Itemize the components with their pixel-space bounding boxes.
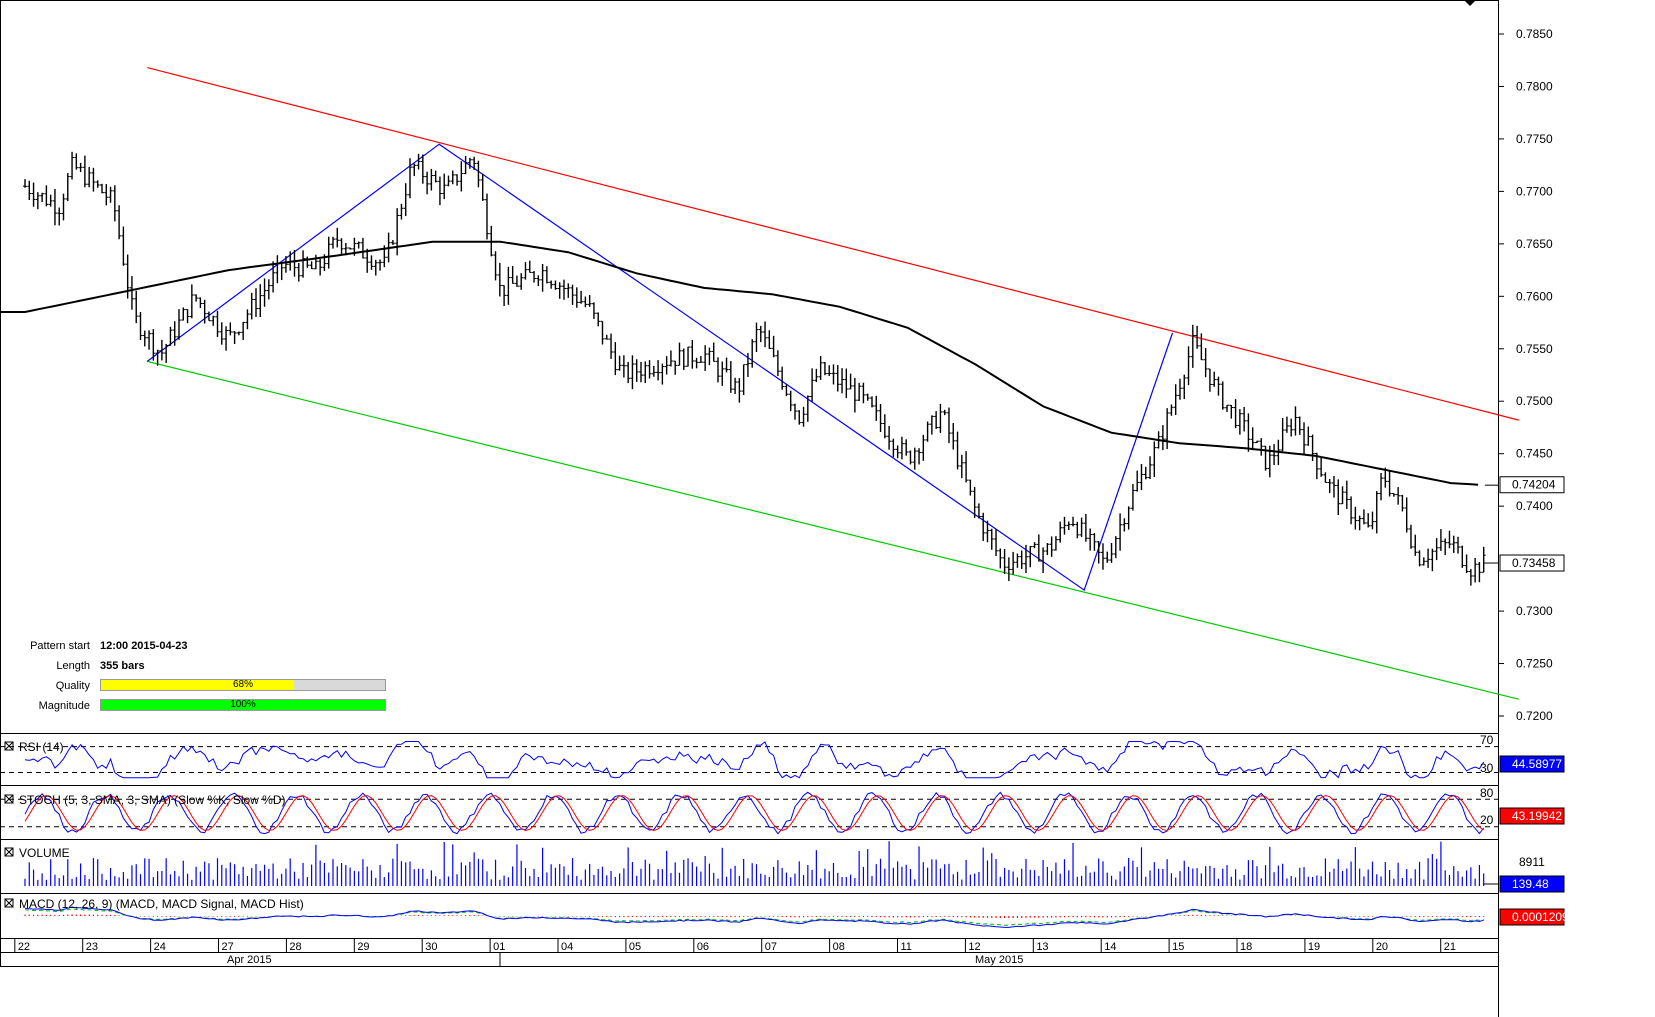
stoch-title: STOCH (5, 3, SMA, 3, SMA) (Slow %K, Slow… bbox=[19, 793, 286, 807]
price-tick-label-3: 0.7700 bbox=[1516, 184, 1553, 198]
magnitude-bar: 100% bbox=[100, 699, 386, 711]
rsi-level-30: 30 bbox=[1480, 761, 1494, 775]
macd-line bbox=[24, 906, 1484, 928]
stoch-panel bbox=[0, 791, 1498, 835]
main-panel-frame bbox=[0, 0, 1499, 734]
length-label: Length bbox=[56, 660, 90, 672]
date-label-3: 24 bbox=[154, 941, 166, 953]
macd-panel bbox=[24, 906, 1485, 928]
date-label-17: 14 bbox=[1104, 941, 1116, 953]
corner-arrow-icon[interactable] bbox=[1464, 0, 1476, 6]
price-axis: 0.7850 0.7800 0.7750 0.7700 0.7650 0.7600 0.75… bbox=[1498, 27, 1553, 723]
date-label-19: 18 bbox=[1240, 941, 1252, 953]
quality-bar-fill bbox=[101, 680, 295, 690]
pattern-info: Pattern start 12:00 2015-04-23 Length 35… bbox=[0, 640, 400, 720]
date-label-13: 08 bbox=[833, 941, 845, 953]
price-tick-label-6: 0.7550 bbox=[1516, 342, 1553, 356]
magnitude-bar-fill bbox=[101, 700, 385, 710]
quality-bar: 68% bbox=[100, 679, 386, 691]
date-label-22: 21 bbox=[1444, 941, 1456, 953]
date-label-5: 28 bbox=[289, 941, 301, 953]
stoch-level-80: 80 bbox=[1480, 786, 1494, 800]
price-tick-label-0: 0.7850 bbox=[1516, 27, 1553, 41]
date-label-2: 23 bbox=[86, 941, 98, 953]
magnitude-label: Magnitude bbox=[38, 700, 90, 712]
price-tick-label-7: 0.7500 bbox=[1516, 394, 1553, 408]
date-label-7: 30 bbox=[425, 941, 437, 953]
date-label-8: 01 bbox=[493, 941, 505, 953]
date-label-9: 04 bbox=[561, 941, 573, 953]
pattern-start-label: Pattern start bbox=[30, 640, 90, 652]
moving-average bbox=[0, 240, 1498, 486]
date-label-15: 12 bbox=[968, 941, 980, 953]
price-value-label-box bbox=[1499, 554, 1565, 572]
rsi-line bbox=[24, 740, 1485, 779]
date-label-14: 11 bbox=[901, 941, 912, 953]
price-tick-label-12: 0.7200 bbox=[1516, 709, 1553, 723]
macd-value-label: 0.0001209 bbox=[1512, 910, 1569, 924]
volume-title: VOLUME bbox=[19, 846, 70, 860]
stoch-k-line bbox=[24, 791, 1485, 835]
price-tick-label-8: 0.7450 bbox=[1516, 447, 1553, 461]
length-value: 355 bars bbox=[100, 660, 145, 672]
stoch-value-label-box bbox=[1499, 807, 1565, 825]
price-tick-label-11: 0.7250 bbox=[1516, 657, 1553, 671]
price-value-label: 0.73458 bbox=[1512, 556, 1556, 570]
rsi-title: RSI (14) bbox=[19, 740, 64, 754]
macd-value-label-box bbox=[1499, 908, 1565, 926]
stoch-level-20: 20 bbox=[1480, 813, 1494, 827]
right-value-labels: 0.74204 0.73458 44.58977 43.19942 139.48 0.00… bbox=[1499, 476, 1569, 926]
date-label-12: 07 bbox=[765, 941, 777, 953]
rsi-value-label: 44.58977 bbox=[1512, 757, 1562, 771]
trend-lines bbox=[146, 66, 1519, 700]
rsi-level-70: 70 bbox=[1480, 733, 1494, 747]
month-label-apr: Apr 2015 bbox=[227, 954, 272, 966]
panel-titles: RSI (14) STOCH (5, 3, SMA, 3, SMA) (Slow… bbox=[4, 740, 304, 911]
moving-average-line bbox=[0, 240, 1479, 486]
date-label-16: 13 bbox=[1036, 941, 1048, 953]
date-label-11: 06 bbox=[697, 941, 709, 953]
date-axis: 21 22 23 24 27 28 29 30 01 04 05 06 07 08 11 12 13 14 15 18… bbox=[0, 939, 1498, 967]
ohlc-bars bbox=[23, 151, 1486, 586]
rsi-panel bbox=[0, 740, 1498, 779]
price-tick-label-9: 0.7400 bbox=[1516, 499, 1553, 513]
date-label-4: 27 bbox=[222, 941, 234, 953]
price-tick-label-2: 0.7750 bbox=[1516, 132, 1553, 146]
date-label-20: 19 bbox=[1308, 941, 1320, 953]
volume-value-label: 139.48 bbox=[1512, 877, 1549, 891]
volume-scale-label: 8911 bbox=[1519, 855, 1545, 869]
stoch-d-line bbox=[24, 794, 1484, 832]
volume-panel bbox=[24, 841, 1498, 886]
price-tick-label-10: 0.7300 bbox=[1516, 604, 1553, 618]
zigzag-line bbox=[146, 143, 1174, 592]
resistance-line bbox=[147, 66, 1519, 421]
date-label-10: 05 bbox=[629, 941, 641, 953]
date-label-1: 22 bbox=[18, 941, 30, 953]
ma-value-label-box bbox=[1499, 476, 1565, 494]
rsi-panel-frame bbox=[0, 733, 1499, 786]
volume-value-label-box bbox=[1499, 875, 1565, 893]
price-tick-label-1: 0.7800 bbox=[1516, 79, 1553, 93]
support-line bbox=[147, 360, 1519, 700]
date-label-6: 29 bbox=[357, 941, 369, 953]
quality-label: Quality bbox=[55, 680, 90, 692]
price-tick-label-4: 0.7650 bbox=[1516, 237, 1553, 251]
ma-value-label: 0.74204 bbox=[1512, 478, 1556, 492]
month-label-may: May 2015 bbox=[975, 954, 1023, 966]
pattern-start-value: 12:00 2015-04-23 bbox=[100, 640, 188, 652]
rsi-value-label-box bbox=[1499, 755, 1565, 773]
price-tick-label-5: 0.7600 bbox=[1516, 289, 1553, 303]
magnitude-bar-text: 100% bbox=[230, 699, 256, 710]
macd-title: MACD (12, 26, 9) (MACD, MACD Signal, MAC… bbox=[19, 897, 304, 911]
stoch-value-label: 43.19942 bbox=[1512, 809, 1562, 823]
quality-bar-text: 68% bbox=[232, 679, 253, 690]
date-label-18: 15 bbox=[1172, 941, 1184, 953]
date-label-21: 20 bbox=[1376, 941, 1388, 953]
